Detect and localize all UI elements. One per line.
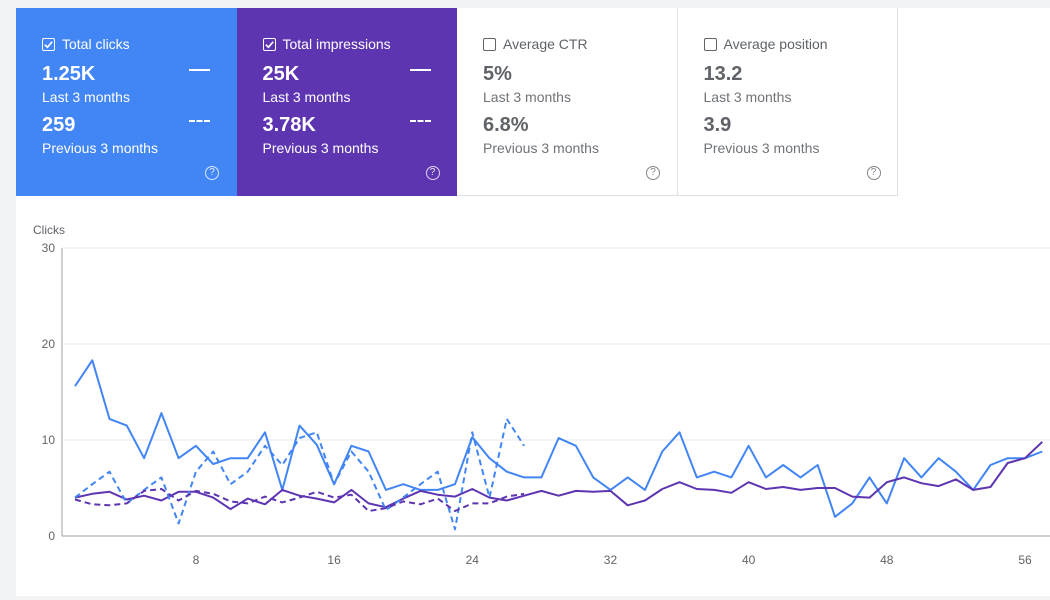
metric-toggle-total-clicks[interactable]: Total clicks (42, 36, 130, 52)
help-icon[interactable]: ? (646, 166, 660, 180)
help-icon[interactable]: ? (866, 166, 881, 180)
metric-value: 1.25K (42, 63, 96, 85)
x-tick-label: 48 (880, 553, 894, 567)
x-tick-label: 56 (1018, 553, 1032, 567)
checkbox-unchecked-icon[interactable] (483, 37, 496, 51)
checkbox-checked-icon[interactable] (262, 37, 276, 51)
clicks-current-line[interactable] (74, 359, 1043, 518)
dashed-line-legend-icon (189, 120, 210, 122)
metric-period: Last 3 months (262, 89, 351, 105)
metric-prev-value: 259 (42, 114, 76, 136)
impressions-current-line[interactable] (74, 441, 1043, 511)
y-tick-label: 20 (42, 337, 56, 351)
help-icon[interactable]: ? (425, 166, 440, 180)
y-axis-label: Clicks (33, 223, 65, 237)
impressions-previous-line[interactable] (74, 488, 525, 512)
x-tick-label: 8 (193, 553, 200, 567)
clicks-previous-line[interactable] (74, 417, 525, 531)
metric-prev-period: Previous 3 months (262, 140, 379, 156)
x-tick-label: 16 (327, 553, 341, 567)
metric-period: Last 3 months (483, 89, 571, 105)
metric-prev-period: Previous 3 months (42, 140, 158, 156)
metric-prev-value: 6.8% (483, 114, 529, 136)
metric-card-average-position[interactable]: Average position 13.2 Last 3 months 3.9 … (677, 8, 898, 196)
y-tick-label: 10 (42, 433, 56, 447)
y-tick-label: 0 (48, 529, 55, 543)
dashed-line-legend-icon (409, 120, 431, 122)
metric-card-average-ctr[interactable]: Average CTR 5% Last 3 months 6.8% Previo… (457, 8, 678, 196)
metric-toggle-total-impressions[interactable]: Total impressions (262, 36, 391, 52)
metric-card-total-impressions[interactable]: Total impressions 25K Last 3 months 3.78… (236, 8, 457, 196)
metric-label: Total clicks (62, 36, 130, 52)
metric-prev-period: Previous 3 months (703, 140, 820, 156)
metric-cards: Total clicks 1.25K Last 3 months 259 Pre… (16, 8, 898, 196)
metric-prev-value: 3.9 (703, 114, 732, 136)
metric-period: Last 3 months (42, 89, 130, 105)
metric-value: 25K (262, 63, 300, 85)
y-tick-label: 30 (42, 241, 56, 255)
metric-label: Average position (723, 36, 828, 52)
metric-label: Average CTR (503, 36, 588, 52)
solid-line-legend-icon (189, 69, 210, 71)
metric-value: 5% (483, 63, 512, 85)
checkbox-unchecked-icon[interactable] (703, 37, 717, 51)
x-tick-label: 32 (604, 553, 618, 567)
checkbox-checked-icon[interactable] (42, 37, 55, 51)
metric-label: Total impressions (282, 36, 391, 52)
metric-toggle-average-ctr[interactable]: Average CTR (483, 36, 588, 52)
x-tick-label: 40 (742, 553, 756, 567)
metric-value: 13.2 (703, 63, 743, 85)
metric-toggle-average-position[interactable]: Average position (703, 36, 828, 52)
metric-prev-period: Previous 3 months (483, 140, 599, 156)
metric-card-total-clicks[interactable]: Total clicks 1.25K Last 3 months 259 Pre… (16, 8, 237, 196)
x-tick-label: 24 (466, 553, 480, 567)
help-icon[interactable]: ? (205, 166, 219, 180)
solid-line-legend-icon (409, 69, 431, 71)
metric-period: Last 3 months (703, 89, 792, 105)
metric-prev-value: 3.78K (262, 114, 316, 136)
